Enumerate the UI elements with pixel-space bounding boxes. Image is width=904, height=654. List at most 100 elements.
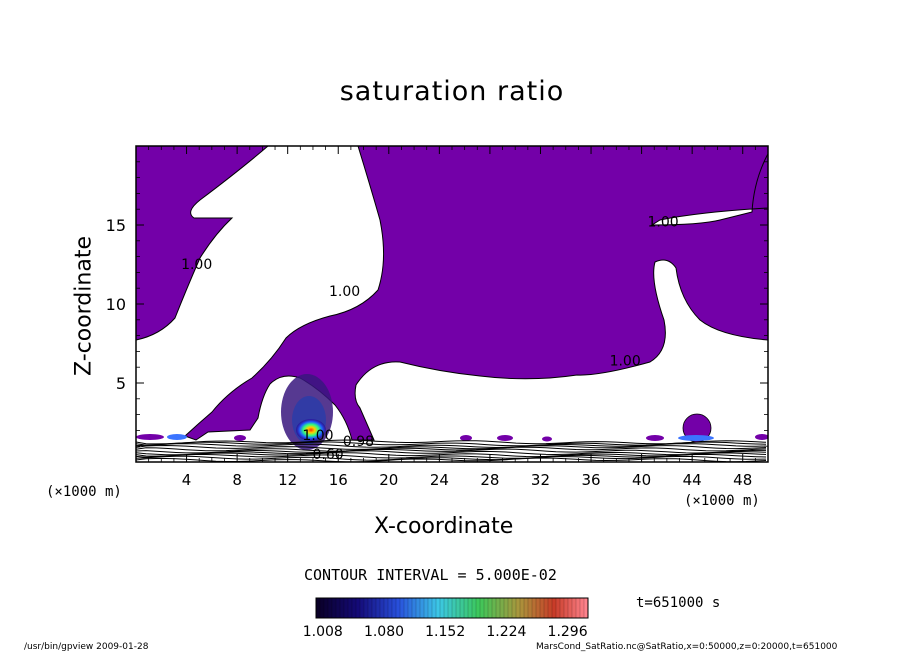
colorbar-band [416, 598, 421, 618]
colorbar-band [508, 598, 513, 618]
colorbar-band [496, 598, 501, 618]
colorbar-band [500, 598, 505, 618]
x-tick-label: 36 [581, 471, 600, 489]
y-tick-label: 15 [106, 216, 126, 235]
colorbar-band [580, 598, 585, 618]
colorbar-band [444, 598, 449, 618]
colorbar-band [396, 598, 401, 618]
y-tick-label: 5 [116, 374, 126, 393]
colorbar-band [392, 598, 397, 618]
contour-label: 0.98 [343, 434, 374, 450]
colorbar-tick-label: 1.296 [548, 624, 588, 640]
colorbar-band [520, 598, 525, 618]
colorbar-band [320, 598, 325, 618]
colorbar-band [420, 598, 425, 618]
surface-contour-line [136, 443, 767, 449]
colorbar-band [456, 598, 461, 618]
colorbar-tick-label: 1.008 [303, 624, 343, 640]
x-tick-label: 48 [733, 471, 752, 489]
small-blob-x44-core [678, 435, 714, 441]
x-tick-label: 32 [531, 471, 550, 489]
small-blob-x49 [755, 434, 768, 440]
colorbar-band [576, 598, 581, 618]
colorbar-band [328, 598, 333, 618]
colorbar-tick-label: 1.224 [486, 624, 526, 640]
x-tick-label: 24 [430, 471, 449, 489]
colorbar-band [468, 598, 473, 618]
colorbar-band [472, 598, 477, 618]
colorbar-band [568, 598, 573, 618]
surface-contour-line [136, 444, 767, 450]
x-tick-label: 40 [632, 471, 651, 489]
y-tick-label: 10 [106, 295, 126, 314]
surface-contour-line [136, 452, 767, 458]
colorbar-band [428, 598, 433, 618]
small-blob-x1 [136, 434, 164, 440]
colorbar-band [536, 598, 541, 618]
colorbar-band [364, 598, 369, 618]
colorbar-band [548, 598, 553, 618]
surface-contour-line [136, 450, 767, 456]
y-axis-ticks: 5 10 15 [106, 161, 768, 447]
colorbar-band [368, 598, 373, 618]
colorbar-band [360, 598, 365, 618]
footer-right: MarsCond_SatRatio.nc@SatRatio,x=0:50000,… [536, 642, 838, 652]
colorbar-tick-label: 1.152 [425, 624, 465, 640]
x-tick-label: 4 [182, 471, 192, 489]
contour-interval-label: CONTOUR INTERVAL = 5.000E-02 [304, 566, 557, 584]
colorbar-band [488, 598, 493, 618]
time-label: t=651000 s [636, 595, 721, 611]
x-tick-label: 44 [683, 471, 702, 489]
x-tick-label: 16 [329, 471, 348, 489]
colorbar-band [384, 598, 389, 618]
small-blob-x26 [460, 435, 472, 441]
contour-label: 1.00 [610, 354, 641, 370]
colorbar-band [584, 598, 589, 618]
small-blob-x2 [167, 434, 187, 440]
colorbar-band [512, 598, 517, 618]
supersaturated-region-upper-left [136, 146, 269, 341]
x-unit-label-right: (×1000 m) [684, 493, 760, 509]
colorbar-band [560, 598, 565, 618]
colorbar-tick-labels: 1.008 1.080 1.152 1.224 1.296 [303, 624, 588, 640]
y-axis-label: Z-coordinate [71, 236, 97, 376]
colorbar-band [528, 598, 533, 618]
supersaturated-region-main [184, 146, 768, 441]
colorbar-frame [315, 597, 589, 619]
colorbar-band [372, 598, 377, 618]
colorbar-band [436, 598, 441, 618]
colorbar-band [340, 598, 345, 618]
colorbar-band [408, 598, 413, 618]
supersaturated-core-peak [296, 419, 326, 441]
colorbar-band [380, 598, 385, 618]
chart-title: saturation ratio [339, 76, 565, 107]
x-tick-label: 8 [232, 471, 242, 489]
colorbar-band [556, 598, 561, 618]
colorbar-tick-label: 1.080 [364, 624, 404, 640]
colorbar-band [484, 598, 489, 618]
colorbar-band [356, 598, 361, 618]
colorbar-band [336, 598, 341, 618]
x-tick-label: 20 [379, 471, 398, 489]
colorbar-band [492, 598, 497, 618]
surface-contour-line [136, 448, 766, 454]
colorbar-band [376, 598, 381, 618]
x-axis-label: X-coordinate [374, 514, 514, 539]
small-blob-x9 [234, 435, 246, 441]
colorbar-band [440, 598, 445, 618]
contour-label: 1.00 [302, 428, 333, 444]
surface-contour-line [136, 455, 767, 461]
colorbar-band [412, 598, 417, 618]
surface-contour-line [136, 439, 767, 445]
colorbar-band [504, 598, 509, 618]
colorbar-band [476, 598, 481, 618]
colorbar-band [424, 598, 429, 618]
footer-left: /usr/bin/gpview 2009-01-28 [24, 642, 149, 652]
colorbar-band [348, 598, 353, 618]
colorbar-band [552, 598, 557, 618]
contour-label: 1.00 [181, 257, 212, 273]
colorbar-band [352, 598, 357, 618]
colorbar-band [448, 598, 453, 618]
colorbar-band [572, 598, 577, 618]
